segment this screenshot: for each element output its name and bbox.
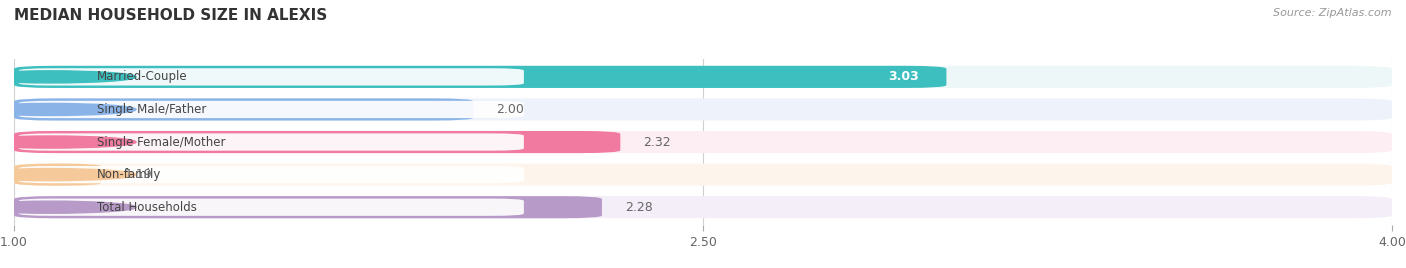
FancyBboxPatch shape (18, 101, 524, 118)
Text: Total Households: Total Households (97, 201, 197, 214)
Text: 2.00: 2.00 (496, 103, 524, 116)
FancyBboxPatch shape (14, 131, 620, 153)
Circle shape (0, 201, 136, 213)
FancyBboxPatch shape (14, 66, 946, 88)
Text: 1.19: 1.19 (124, 168, 152, 181)
Text: Source: ZipAtlas.com: Source: ZipAtlas.com (1274, 8, 1392, 18)
FancyBboxPatch shape (14, 163, 1392, 186)
Text: Single Female/Mother: Single Female/Mother (97, 136, 225, 148)
Circle shape (0, 71, 136, 83)
Text: 2.28: 2.28 (624, 201, 652, 214)
FancyBboxPatch shape (18, 199, 524, 216)
Text: MEDIAN HOUSEHOLD SIZE IN ALEXIS: MEDIAN HOUSEHOLD SIZE IN ALEXIS (14, 8, 328, 23)
FancyBboxPatch shape (14, 98, 474, 121)
FancyBboxPatch shape (18, 166, 524, 183)
FancyBboxPatch shape (18, 133, 524, 151)
Text: Non-family: Non-family (97, 168, 162, 181)
FancyBboxPatch shape (14, 196, 602, 218)
FancyBboxPatch shape (14, 66, 1392, 88)
Text: Married-Couple: Married-Couple (97, 70, 187, 83)
FancyBboxPatch shape (14, 131, 1392, 153)
Circle shape (0, 136, 136, 148)
FancyBboxPatch shape (18, 68, 524, 85)
Circle shape (0, 103, 136, 116)
FancyBboxPatch shape (14, 98, 1392, 121)
Text: 2.32: 2.32 (644, 136, 671, 148)
FancyBboxPatch shape (14, 163, 101, 186)
FancyBboxPatch shape (14, 196, 1392, 218)
Text: 3.03: 3.03 (889, 70, 920, 83)
Circle shape (0, 169, 136, 181)
Text: Single Male/Father: Single Male/Father (97, 103, 207, 116)
